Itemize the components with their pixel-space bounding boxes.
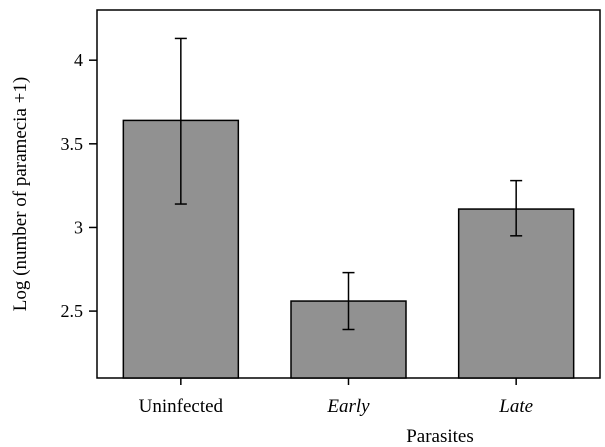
y-tick-label: 2.5 (61, 301, 84, 321)
x-axis: Uninfected Early Late (139, 378, 533, 417)
x-tick-label-uninfected: Uninfected (139, 396, 224, 417)
x-axis-title: Parasites (406, 426, 474, 447)
y-tick-label: 4 (74, 50, 83, 70)
bar-late (457, 208, 575, 379)
y-tick-label: 3 (74, 217, 83, 237)
error-bars-group (174, 37, 523, 331)
x-tick-label-late: Late (498, 396, 533, 417)
y-axis-title: Log (number of paramecia +1) (10, 77, 31, 311)
x-tick-label-early: Early (326, 396, 370, 417)
y-tick-label: 3.5 (61, 134, 84, 154)
bars-group (122, 119, 575, 379)
error-bar-early (342, 271, 355, 331)
y-axis: 2.5 3 3.5 4 (61, 50, 97, 321)
error-bar-uninfected (174, 37, 187, 205)
error-bar-late (510, 179, 523, 237)
